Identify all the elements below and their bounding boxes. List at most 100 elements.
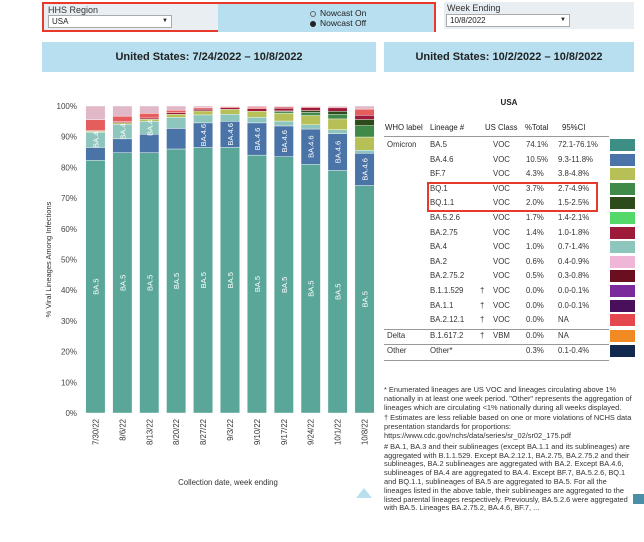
row-ci: 0.0-0.1% bbox=[558, 286, 590, 295]
bar-segment bbox=[273, 105, 294, 108]
x-tick-label: 10/1/22 bbox=[334, 419, 343, 445]
bar-label: BA.5 bbox=[145, 275, 154, 291]
bar-segment bbox=[273, 111, 294, 114]
nowcast-on-radio[interactable]: Nowcast On bbox=[310, 8, 366, 18]
nowcast-off-label: Nowcast Off bbox=[320, 18, 367, 28]
bar-segment bbox=[354, 125, 375, 138]
nowcast-panel: Nowcast On Nowcast Off bbox=[218, 4, 434, 32]
y-tick-label: 0% bbox=[65, 409, 77, 418]
y-tick-label: 30% bbox=[61, 317, 77, 326]
scroll-triangle-icon[interactable] bbox=[356, 488, 372, 498]
x-tick-label: 8/20/22 bbox=[172, 419, 181, 445]
bar-segment bbox=[354, 105, 375, 110]
scrollbar-thumb[interactable] bbox=[633, 494, 644, 504]
row-ci: 72.1-76.1% bbox=[558, 140, 598, 149]
chevron-down-icon: ▼ bbox=[560, 17, 566, 23]
bar-segment bbox=[327, 107, 348, 112]
row-color-swatch bbox=[610, 212, 635, 224]
row-class: VOC bbox=[493, 315, 510, 325]
week-ending-value: 10/8/2022 bbox=[450, 16, 486, 25]
row-color-swatch bbox=[610, 153, 635, 166]
row-class: VOC bbox=[493, 300, 510, 310]
row-dagger: † bbox=[480, 286, 485, 295]
radio-selected-icon bbox=[310, 20, 316, 27]
right-banner: United States: 10/2/2022 – 10/8/2022 bbox=[384, 42, 634, 72]
bar-segment bbox=[354, 108, 375, 116]
x-tick-label: 7/30/22 bbox=[91, 419, 100, 445]
bar-label: BA.4 bbox=[91, 132, 100, 148]
bar-segment bbox=[139, 134, 160, 153]
row-who-label: Omicron bbox=[387, 140, 417, 149]
row-pct: 4.3% bbox=[526, 169, 544, 179]
bar-segment bbox=[354, 115, 375, 120]
lineage-stacked-bar-chart: 0% 10% 20% 30% 40% 50% 60% 70% 80% 90% 100% % Viral… bbox=[44, 102, 375, 487]
bar-segment bbox=[354, 119, 375, 126]
row-lineage: B.1.617.2 bbox=[430, 330, 464, 340]
bar-segment bbox=[112, 105, 133, 117]
week-ending-select[interactable]: 10/8/2022 ▼ bbox=[446, 14, 570, 27]
hhs-region-value: USA bbox=[52, 17, 69, 26]
row-color-swatch bbox=[610, 299, 635, 312]
bar-segment bbox=[327, 114, 348, 120]
radio-empty-icon bbox=[310, 10, 316, 17]
row-pct: 0.6% bbox=[526, 256, 544, 266]
hhs-region-select[interactable]: USA ▼ bbox=[48, 15, 172, 28]
header-us-class: US Class bbox=[485, 123, 518, 132]
bar-segment bbox=[247, 108, 267, 112]
row-color-swatch bbox=[610, 139, 635, 151]
row-class: VOC bbox=[493, 198, 510, 208]
bar-label: BA.5 bbox=[172, 273, 181, 289]
bar-segment bbox=[273, 107, 294, 112]
bar-label: BA.5 bbox=[199, 272, 208, 288]
x-tick-label: 9/10/22 bbox=[253, 419, 262, 445]
y-tick-label: 80% bbox=[61, 163, 77, 172]
x-tick-label: 8/6/22 bbox=[118, 419, 127, 441]
nowcast-off-radio[interactable]: Nowcast Off bbox=[310, 18, 366, 28]
x-axis-label: Collection date, week ending bbox=[178, 478, 278, 487]
row-lineage: Other* bbox=[430, 346, 453, 356]
bar-segment bbox=[166, 110, 187, 113]
row-ci: 0.4-0.9% bbox=[558, 256, 590, 266]
row-pct: 0.0% bbox=[526, 300, 544, 310]
row-color-swatch bbox=[610, 226, 635, 239]
x-tick-label: 9/17/22 bbox=[280, 419, 289, 445]
bar-segment bbox=[273, 113, 294, 122]
bar-segment bbox=[220, 105, 240, 107]
row-lineage: BQ.1 bbox=[430, 183, 448, 193]
footnote-hash: # BA.1, BA.3 and their sublineages (exce… bbox=[384, 441, 630, 513]
bar-segment bbox=[273, 120, 294, 127]
row-color-swatch bbox=[610, 345, 635, 358]
row-ci: 1.4-2.1% bbox=[558, 213, 590, 222]
row-ci: 3.8-4.8% bbox=[558, 169, 590, 179]
row-pct: 1.0% bbox=[526, 242, 544, 252]
row-lineage: BA.5 bbox=[430, 140, 447, 149]
row-pct: 10.5% bbox=[526, 154, 549, 164]
row-lineage: BA.2.75 bbox=[430, 227, 458, 237]
row-color-swatch bbox=[610, 255, 635, 268]
row-pct: 1.7% bbox=[526, 213, 544, 222]
bar-segment bbox=[139, 105, 160, 114]
row-class: VOC bbox=[493, 242, 510, 252]
row-pct: 74.1% bbox=[526, 140, 549, 149]
bar-segment bbox=[247, 107, 267, 109]
bar-segment bbox=[166, 114, 187, 118]
row-pct: 0.0% bbox=[526, 286, 544, 295]
row-ci: 1.5-2.5% bbox=[558, 198, 590, 208]
row-pct: 0.3% bbox=[526, 346, 544, 356]
row-class: VOC bbox=[493, 154, 510, 164]
bar-label: BA.5 bbox=[91, 279, 100, 295]
bar-segment bbox=[139, 113, 160, 119]
row-lineage: BA.5.2.6 bbox=[430, 213, 460, 222]
row-ci: 0.7-1.4% bbox=[558, 242, 590, 252]
row-lineage: BA.4 bbox=[430, 242, 447, 252]
bar-label: BA.4.6 bbox=[280, 130, 289, 153]
row-color-swatch bbox=[610, 182, 635, 195]
row-color-swatch bbox=[610, 270, 635, 283]
bar-segment bbox=[85, 119, 106, 131]
bar-segment bbox=[354, 136, 375, 151]
bar-segment bbox=[166, 128, 187, 150]
bar-segment bbox=[193, 110, 213, 116]
row-pct: 0.5% bbox=[526, 271, 544, 281]
bar-segment bbox=[220, 109, 240, 115]
footnote-dagger: † Estimates are less reliable based on o… bbox=[384, 413, 632, 440]
